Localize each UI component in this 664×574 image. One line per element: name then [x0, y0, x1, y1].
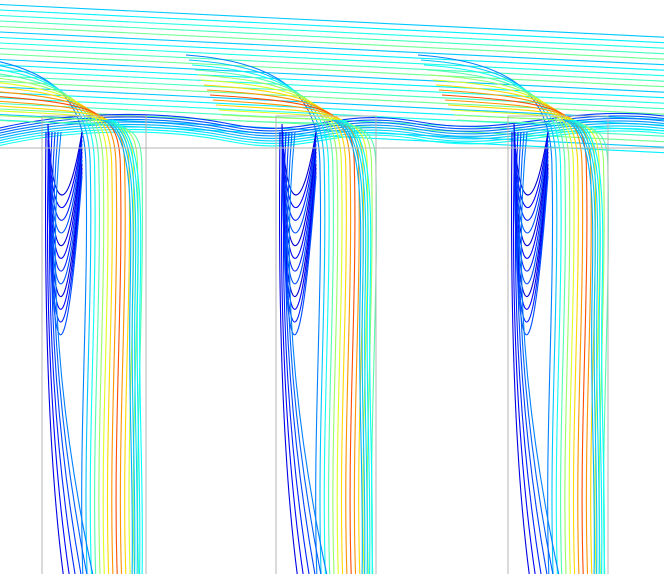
streamline-plot [0, 0, 664, 574]
page: (() => { JSON.parse(document.getElementB… [0, 0, 664, 574]
